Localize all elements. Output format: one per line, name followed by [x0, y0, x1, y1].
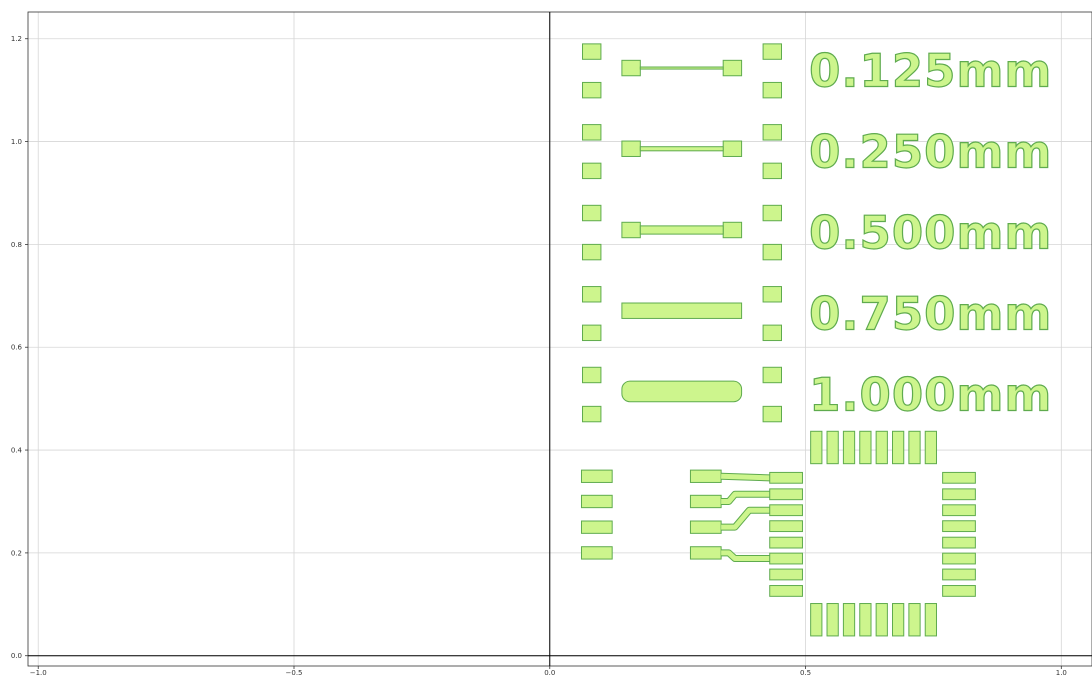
small-pad	[762, 324, 782, 342]
y-tick-label: 0.6	[11, 344, 23, 352]
trace-width-label: 1.000mm	[809, 369, 1052, 422]
qfn-bottom-pad	[826, 603, 839, 637]
qfn-top-pad	[842, 430, 856, 465]
qfn-top-pad	[875, 430, 888, 465]
end-pad	[621, 59, 641, 77]
y-tick-label: 0.8	[11, 241, 22, 249]
qfn-left-pad	[769, 520, 803, 533]
fanout-trace	[721, 491, 770, 504]
qfn-left-pad	[769, 552, 803, 565]
small-pad	[762, 81, 782, 99]
qfn-top-pad	[908, 430, 921, 465]
small-pad	[582, 243, 602, 261]
mid-pad	[689, 469, 722, 483]
small-pad	[582, 204, 602, 222]
qfn-top-pad	[924, 430, 937, 465]
small-pad	[582, 405, 602, 423]
qfn-left-pad	[769, 536, 803, 549]
y-tick-label: 0.2	[11, 549, 22, 557]
left-pad	[580, 546, 613, 560]
qfn-right-pad	[942, 585, 976, 597]
qfn-bottom-pad	[875, 603, 888, 637]
trace-1000	[621, 380, 743, 403]
small-pad	[582, 366, 602, 384]
small-pad	[762, 204, 782, 222]
trace-segment	[639, 225, 724, 235]
qfn-bottom-pad	[810, 603, 823, 637]
qfn-left-pad	[769, 471, 803, 484]
y-tick-label: 0.4	[11, 447, 23, 455]
left-pad	[580, 494, 613, 509]
qfn-bottom-pad	[892, 603, 905, 637]
trace-0750	[621, 302, 743, 319]
small-pad	[762, 43, 782, 60]
qfn-top-pad	[859, 430, 872, 465]
trace-width-label: 0.500mm	[809, 207, 1052, 260]
mid-pad	[689, 494, 722, 509]
fanout-trace	[721, 550, 770, 562]
qfn-left-pad	[769, 488, 803, 501]
mid-pad	[689, 546, 722, 560]
small-pad	[582, 124, 602, 141]
trace-width-label: 0.750mm	[809, 287, 1052, 340]
tick-labels: −1.0 −0.5 0.0 0.5 1.0 0.0 0.2 0.4 0.6 0.8 1.0 1.2	[11, 35, 1067, 677]
mid-pad	[689, 520, 722, 534]
qfn-right-pad	[942, 504, 976, 517]
end-pad	[621, 221, 641, 239]
small-pad	[762, 286, 782, 303]
qfn-bottom-pad	[924, 603, 937, 637]
end-pad	[722, 59, 743, 77]
left-pad	[580, 520, 613, 534]
small-pad	[762, 162, 782, 180]
qfn-left-pad	[769, 504, 803, 517]
plot-frame	[27, 11, 1092, 667]
small-pad	[582, 324, 602, 342]
qfn-top-pad	[826, 430, 839, 465]
y-tick-label: 1.2	[11, 35, 22, 43]
trace-segment	[639, 146, 724, 152]
x-tick-label: −1.0	[30, 669, 47, 677]
small-pad	[762, 243, 782, 261]
x-tick-label: 0.5	[800, 669, 811, 677]
small-pad	[582, 81, 602, 99]
y-tick-label: 0.0	[11, 652, 22, 660]
small-pad	[762, 405, 782, 423]
axes	[27, 11, 1092, 667]
fanout-trace	[721, 473, 770, 481]
end-pad	[722, 140, 743, 157]
end-pad	[621, 140, 641, 157]
trace-width-labels: 0.125mm 0.250mm 0.500mm 0.750mm 1.000mm	[809, 44, 1052, 422]
qfn-top-pad	[892, 430, 905, 465]
qfn-bottom-pad	[908, 603, 921, 637]
qfn-left-pad	[769, 585, 803, 597]
small-pad	[582, 43, 602, 60]
qfn-right-pad	[942, 536, 976, 549]
pcb-features	[580, 43, 976, 637]
qfn-left-pad	[769, 568, 803, 581]
qfn-top-pad	[810, 430, 823, 465]
trace-segment	[639, 66, 724, 70]
small-pad	[762, 366, 782, 384]
qfn-right-pad	[942, 568, 976, 581]
qfn-bottom-pad	[842, 603, 856, 637]
small-pad	[582, 162, 602, 180]
x-tick-label: 1.0	[1056, 669, 1067, 677]
x-tick-label: 0.0	[544, 669, 555, 677]
qfn-right-pad	[942, 520, 976, 533]
qfn-bottom-pad	[859, 603, 872, 637]
qfn-right-pad	[942, 471, 976, 484]
qfn-right-pad	[942, 488, 976, 501]
trace-width-label: 0.125mm	[809, 45, 1052, 98]
trace-width-label: 0.250mm	[809, 125, 1052, 178]
fanout-trace	[721, 507, 770, 530]
qfn-right-pad	[942, 552, 976, 565]
x-tick-label: −0.5	[286, 669, 303, 677]
end-pad	[722, 221, 743, 239]
small-pad	[762, 124, 782, 141]
small-pad	[582, 286, 602, 303]
left-pad	[580, 469, 613, 483]
y-tick-label: 1.0	[11, 138, 22, 146]
